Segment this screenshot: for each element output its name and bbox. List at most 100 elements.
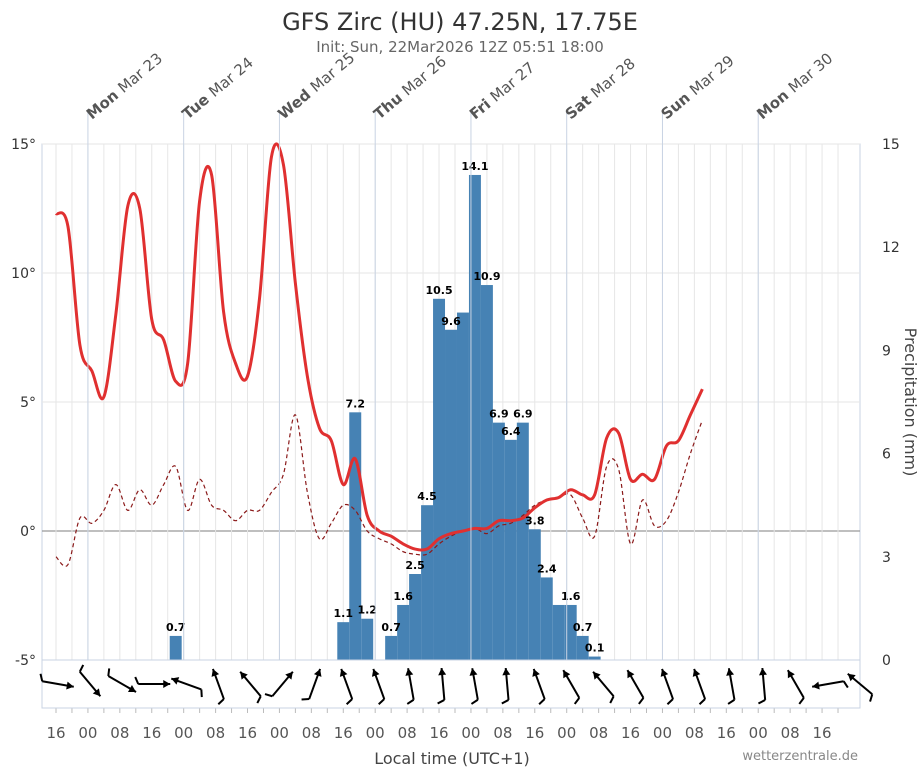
wind-feather [842, 680, 849, 689]
wind-arrowhead [163, 680, 171, 688]
hour-label: 00 [270, 724, 289, 742]
right-tick-label: 6 [882, 447, 891, 463]
hour-label: 00 [174, 724, 193, 742]
wind-arrowhead [285, 671, 293, 680]
day-label: Sat Mar 28 [562, 54, 639, 123]
precip-bar [337, 622, 350, 660]
precip-bar [576, 635, 589, 660]
bar-data-label: 4.5 [417, 490, 437, 503]
wind-feather [345, 698, 353, 705]
bar-data-label: 10.5 [425, 284, 452, 297]
precip-bar [516, 422, 529, 660]
wind-barb [211, 668, 225, 705]
bar-data-label: 6.9 [513, 408, 533, 421]
hour-label: 08 [589, 724, 608, 742]
precip-bar [468, 174, 481, 660]
right-axis-label: Precipitation (mm) [901, 328, 920, 477]
bar-data-label: 2.5 [405, 559, 425, 572]
bar-data-label: 6.9 [489, 408, 509, 421]
wind-feather [501, 699, 509, 705]
precip-bar [409, 574, 422, 660]
day-label: Wed Mar 25 [274, 49, 358, 123]
wind-arrowhead [371, 668, 380, 677]
precip-bar [480, 285, 493, 660]
hour-label: 00 [653, 724, 672, 742]
precip-bar [528, 529, 541, 660]
day-label: Sun Mar 29 [657, 52, 737, 123]
wind-arrowhead [502, 668, 511, 676]
precip-bar [397, 604, 410, 660]
wind-feather [470, 698, 479, 705]
hour-label: 08 [206, 724, 225, 742]
hour-label: 00 [749, 724, 768, 742]
precip-bar [433, 298, 446, 660]
hour-label: 16 [717, 724, 736, 742]
hour-label: 08 [302, 724, 321, 742]
wind-feather [134, 676, 140, 685]
wind-arrowhead [127, 685, 137, 692]
left-tick-label: 5° [20, 395, 36, 411]
left-tick-label: 10° [11, 266, 36, 282]
bar-data-label: 0.7 [166, 621, 186, 634]
wind-arrowhead [171, 677, 180, 685]
hour-label: 08 [493, 724, 512, 742]
hour-label: 16 [525, 724, 544, 742]
wind-feather [107, 668, 111, 677]
left-tick-label: 15° [11, 137, 36, 153]
wind-barb [592, 671, 615, 704]
bar-data-label: 0.7 [381, 621, 401, 634]
hour-label: 08 [398, 724, 417, 742]
wind-barb [757, 667, 767, 705]
wind-barb [726, 668, 736, 705]
wind-barb [562, 669, 581, 705]
wind-feather [666, 698, 674, 705]
hour-label: 16 [46, 724, 65, 742]
bar-data-label: 7.2 [345, 397, 365, 410]
wind-feather [301, 698, 310, 701]
wind-barb [501, 667, 511, 705]
day-label: Tue Mar 24 [179, 53, 257, 123]
wind-arrowhead [726, 668, 735, 676]
bar-data-label: 1.1 [334, 607, 354, 620]
precip-bar [456, 312, 469, 660]
wind-barb [134, 676, 171, 688]
wind-arrowhead [438, 668, 447, 676]
bar-data-label: 0.1 [585, 642, 605, 655]
wind-arrowhead [339, 668, 348, 677]
wind-barb [469, 668, 479, 705]
wind-arrowhead [469, 668, 478, 676]
precip-bar [169, 635, 182, 660]
wind-barb [170, 677, 203, 698]
day-label: Mon Mar 30 [753, 49, 836, 123]
hour-label: 00 [461, 724, 480, 742]
hour-label: 00 [366, 724, 385, 742]
hour-label: 16 [621, 724, 640, 742]
wind-arrowhead [240, 671, 248, 680]
precip-bar [504, 439, 517, 660]
wind-barb [626, 669, 645, 705]
wind-barb [339, 668, 354, 705]
wind-barb [660, 668, 674, 705]
precipitation-bars [169, 174, 601, 660]
precip-bar [361, 618, 374, 660]
right-tick-label: 3 [882, 550, 891, 566]
precip-bar [385, 635, 398, 660]
wind-barb [301, 668, 322, 701]
wind-barb [239, 671, 262, 704]
wind-feather [39, 673, 44, 682]
wind-barb [78, 664, 102, 697]
wind-feather [798, 697, 805, 705]
wind-barb [39, 673, 74, 690]
wind-barb [107, 668, 137, 693]
bar-data-label: 1.6 [393, 590, 413, 603]
bar-data-label: 9.6 [441, 315, 461, 328]
wind-feather [638, 697, 645, 705]
hour-label: 16 [334, 724, 353, 742]
wind-barb [405, 668, 415, 705]
wind-feather [200, 689, 203, 698]
x-axis-label: Local time (UTC+1) [374, 749, 530, 768]
chart-subtitle: Init: Sun, 22Mar2026 12Z 05:51 18:00 [316, 38, 604, 56]
hour-label: 00 [557, 724, 576, 742]
chart-title: GFS Zirc (HU) 47.25N, 17.75E [282, 8, 638, 36]
bar-data-label: 2.4 [537, 562, 557, 575]
